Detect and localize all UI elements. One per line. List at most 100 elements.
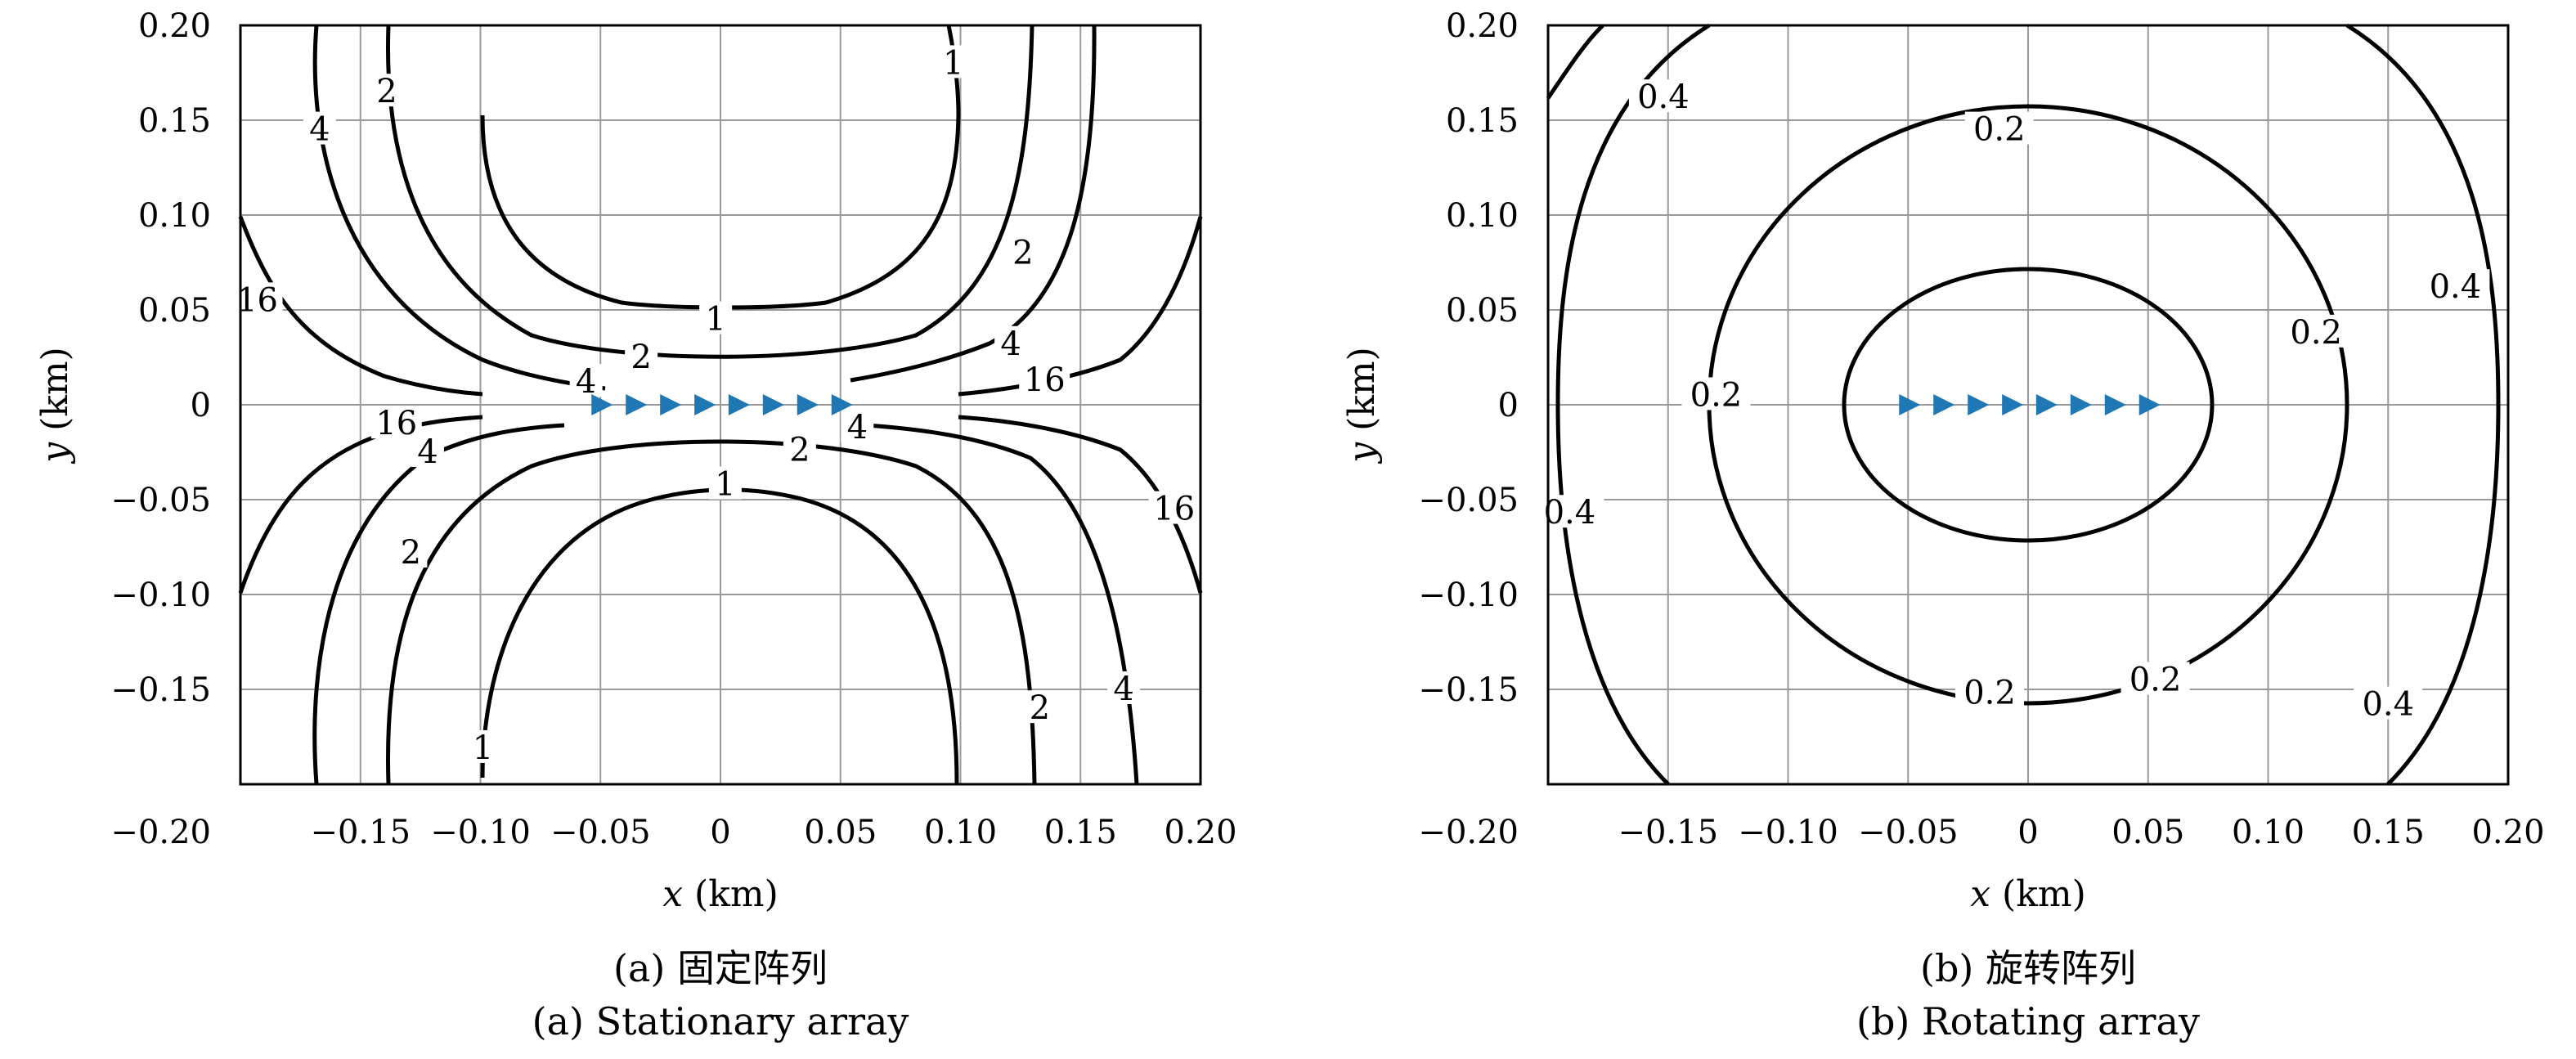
x-tick-label: −0.05	[1858, 814, 1959, 851]
contour-label: 16	[1153, 491, 1195, 528]
contour-label: 4	[576, 363, 596, 401]
array-sensor-marker	[660, 394, 682, 415]
array-sensor-marker	[2070, 394, 2092, 415]
array-markers	[591, 394, 853, 415]
x-tick-labels: −0.15 −0.10 −0.05 0 0.05 0.10 0.15 0.20	[1618, 814, 2544, 851]
y-tick-label: −0.10	[1418, 577, 1519, 614]
x-tick-label: 0.05	[804, 814, 877, 851]
contour-label: 2	[1012, 234, 1033, 271]
y-tick-label: −0.15	[1418, 671, 1519, 709]
panel-rotating-array: 0.40.20.40.20.20.40.2 0.20.4 −0.15 −0.10 −0…	[1341, 7, 2545, 1043]
contour-label: 4	[1000, 325, 1021, 363]
array-sensor-marker	[694, 394, 716, 415]
plot-frame	[1546, 24, 2510, 786]
contour-level-16	[958, 216, 1203, 397]
contour-label: 1	[705, 301, 725, 339]
contour-label-bg	[1628, 79, 1698, 113]
caption-cn: (b) 旋转阵列	[1920, 946, 2136, 990]
array-sensor-marker	[2002, 394, 2024, 415]
plot-frame	[239, 24, 1202, 786]
contour-level-2	[386, 439, 1037, 785]
contour-level-0.4	[1546, 24, 1604, 100]
contour-level-0.4	[2345, 23, 2501, 786]
contour-label-bg	[1681, 377, 1751, 411]
y-tick-label: 0	[191, 387, 211, 424]
contour-label: 0.4	[2430, 268, 2482, 306]
y-axis-label: y (km)	[1341, 347, 1383, 464]
array-sensor-marker	[591, 394, 613, 415]
x-tick-label: 0.10	[2232, 814, 2304, 851]
x-tick-label: 0.15	[1044, 814, 1117, 851]
y-tick-label: 0.15	[138, 102, 211, 140]
y-tick-label: −0.20	[110, 814, 211, 851]
y-tick-label: 0.05	[138, 292, 211, 330]
array-sensor-marker	[626, 394, 648, 415]
contour-label: 0.2	[1973, 111, 2026, 149]
contour-level-0.2-inner	[1842, 267, 2215, 543]
array-sensor-marker	[2035, 394, 2058, 415]
y-tick-label: 0.20	[1446, 7, 1519, 45]
y-tick-label: 0	[1498, 387, 1519, 424]
x-tick-label: −0.15	[1618, 814, 1718, 851]
y-tick-label: −0.20	[1418, 814, 1519, 851]
contour-label-bg	[394, 534, 428, 568]
contour-label-bg	[841, 409, 874, 442]
contour-label-bg	[2354, 686, 2423, 720]
contour-level-2	[386, 25, 1034, 359]
contour-label: 2	[789, 432, 810, 469]
array-sensor-marker	[1968, 394, 1990, 415]
contour-label: 16	[375, 405, 417, 442]
contour-level-1	[480, 25, 961, 310]
contour-label: 1	[715, 465, 735, 503]
array-sensor-marker	[2104, 394, 2126, 415]
contour-label-bg	[994, 325, 1028, 359]
contour-label: 0.2	[2129, 661, 2182, 698]
y-tick-label: −0.05	[1418, 482, 1519, 519]
contour-label: 4	[1113, 671, 1133, 708]
x-tick-label: 0.20	[2471, 814, 2544, 851]
caption-en: (b) Rotating array	[1856, 999, 2200, 1043]
x-tick-label: −0.10	[1738, 814, 1838, 851]
array-sensor-marker	[728, 394, 750, 415]
contour-label: 1	[943, 44, 963, 82]
contour-label: 4	[847, 409, 868, 446]
array-markers	[1899, 394, 2161, 415]
contour-label-bg	[699, 301, 733, 334]
contour-label-bg	[1535, 495, 1604, 528]
array-sensor-marker	[797, 394, 819, 415]
contour-label-bg	[303, 111, 336, 145]
contour-level-16	[238, 415, 483, 594]
x-tick-labels: −0.15 −0.10 −0.05 0 0.05 0.10 0.15 0.20	[310, 814, 1236, 851]
contour-level-16	[238, 216, 483, 397]
contour-lines	[238, 25, 1203, 785]
y-tick-label: 0.05	[1446, 292, 1519, 330]
array-sensor-marker	[2138, 394, 2161, 415]
contour-label-bg	[625, 339, 658, 372]
contour-label: 2	[631, 339, 651, 376]
contour-label-bg	[1148, 491, 1200, 524]
y-tick-label: 0.10	[138, 197, 211, 235]
grid-lines	[1548, 25, 2509, 785]
contour-labels: 0.4 0.2 0.4 0.2 0.2 0.4 0.2 0.2 0.4	[1535, 79, 2490, 724]
y-tick-labels: 0.20 0.15 0.10 0.05 0 −0.05 −0.10 −0.15 −0.20	[110, 7, 211, 851]
y-tick-labels: 0.20 0.15 0.10 0.05 0 −0.05 −0.10 −0.15 −0.20	[1418, 7, 1519, 851]
y-tick-label: 0.10	[1446, 197, 1519, 235]
contour-label-bg	[2120, 662, 2190, 695]
y-tick-label: 0.20	[138, 7, 211, 45]
contour-label: 0.2	[1963, 675, 2016, 712]
contour-label-bg	[1006, 235, 1039, 268]
contour-label: 0.4	[2362, 686, 2414, 724]
contour-label-bg	[936, 45, 970, 79]
contour-label-bg	[370, 406, 422, 439]
contour-label-bg	[466, 729, 500, 763]
contour-label-bg	[708, 466, 742, 500]
x-tick-label: −0.05	[550, 814, 651, 851]
contour-label-bg	[783, 432, 816, 465]
x-axis-label: x (km)	[1970, 873, 2086, 915]
x-tick-label: −0.10	[430, 814, 531, 851]
x-tick-label: 0.20	[1164, 814, 1236, 851]
contour-label-bg	[2282, 314, 2351, 348]
array-sensor-marker	[831, 394, 853, 415]
